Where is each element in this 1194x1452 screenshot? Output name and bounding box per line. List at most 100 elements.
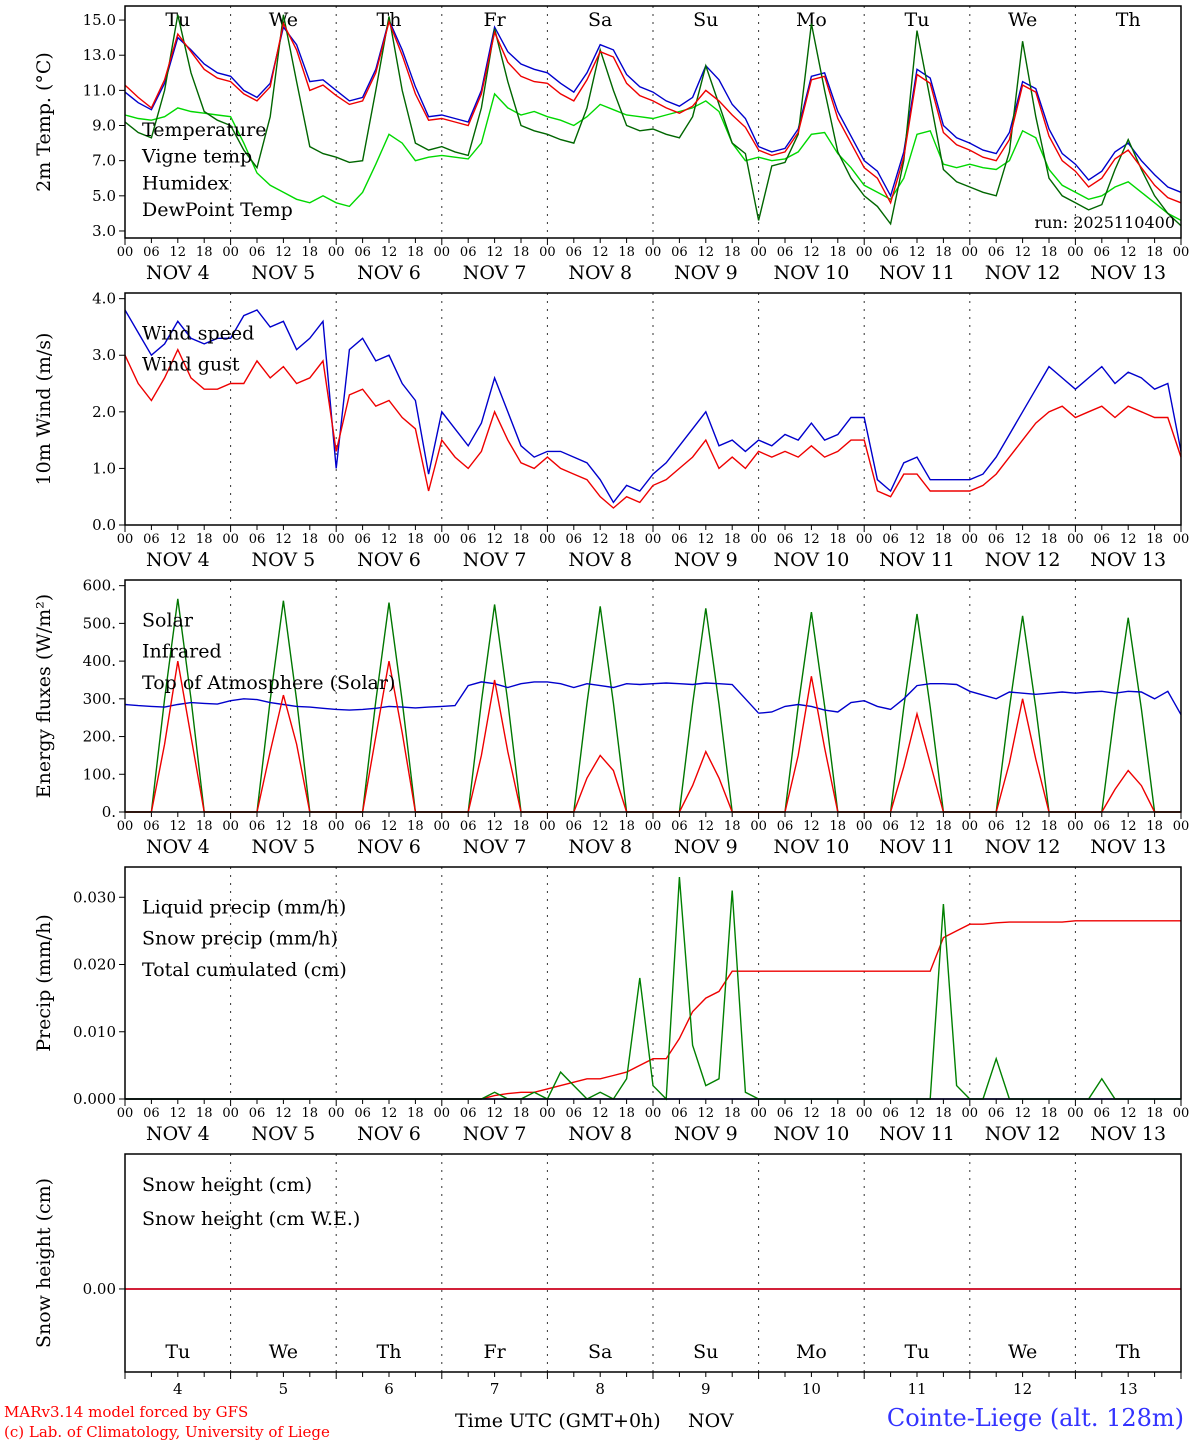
precip-panel-chart: 00 06 12 18 00 06 12 18 00 06 12 18 00 06 12 18 00 06 12 18…: [33, 866, 1190, 1145]
svg-text:18: 18: [830, 1106, 847, 1121]
svg-text:06: 06: [988, 245, 1005, 260]
svg-text:06: 06: [566, 245, 583, 260]
svg-text:12: 12: [170, 819, 187, 834]
svg-text:00: 00: [750, 532, 767, 547]
svg-text:Tu: Tu: [165, 9, 190, 31]
svg-text:NOV 13: NOV 13: [1090, 262, 1166, 284]
svg-text:12: 12: [275, 532, 292, 547]
svg-text:12: 12: [592, 1106, 609, 1121]
svg-text:06: 06: [249, 819, 266, 834]
svg-text:18: 18: [1146, 532, 1163, 547]
svg-text:18: 18: [407, 245, 424, 260]
svg-text:2.0: 2.0: [92, 403, 116, 421]
svg-text:Mo: Mo: [796, 9, 827, 31]
svg-text:Snow height (cm): Snow height (cm): [142, 1174, 312, 1196]
svg-text:NOV 7: NOV 7: [463, 549, 527, 571]
svg-text:00: 00: [1067, 819, 1084, 834]
svg-text:06: 06: [566, 1106, 583, 1121]
svg-text:06: 06: [354, 819, 371, 834]
svg-text:0.020: 0.020: [73, 956, 116, 974]
svg-text:18: 18: [1041, 819, 1058, 834]
svg-text:12: 12: [698, 1106, 715, 1121]
svg-text:18: 18: [1146, 1106, 1163, 1121]
svg-text:12: 12: [381, 245, 398, 260]
svg-text:7.0: 7.0: [92, 152, 116, 170]
svg-text:06: 06: [143, 245, 160, 260]
svg-text:00: 00: [962, 1106, 979, 1121]
svg-text:18: 18: [724, 819, 741, 834]
svg-text:06: 06: [1094, 245, 1111, 260]
svg-text:00: 00: [750, 245, 767, 260]
svg-text:06: 06: [988, 1106, 1005, 1121]
svg-text:00: 00: [222, 245, 239, 260]
svg-text:18: 18: [407, 819, 424, 834]
svg-text:00: 00: [856, 1106, 873, 1121]
svg-text:00: 00: [434, 1106, 451, 1121]
svg-text:10m Wind (m/s): 10m Wind (m/s): [33, 333, 55, 486]
svg-text:00: 00: [962, 245, 979, 260]
svg-text:00: 00: [645, 819, 662, 834]
svg-text:06: 06: [882, 245, 899, 260]
svg-text:00: 00: [328, 819, 345, 834]
svg-text:Top of Atmosphere (Solar): Top of Atmosphere (Solar): [142, 672, 395, 694]
svg-text:18: 18: [935, 245, 952, 260]
svg-text:Th: Th: [1116, 9, 1141, 31]
svg-text:00: 00: [645, 245, 662, 260]
svg-text:4.0: 4.0: [92, 290, 116, 308]
svg-text:12: 12: [170, 532, 187, 547]
svg-text:18: 18: [1041, 1106, 1058, 1121]
svg-text:12: 12: [1014, 1106, 1031, 1121]
svg-text:NOV 4: NOV 4: [146, 549, 210, 571]
svg-text:NOV 13: NOV 13: [1090, 549, 1166, 571]
svg-text:NOV 5: NOV 5: [252, 1123, 316, 1145]
svg-text:18: 18: [196, 245, 213, 260]
svg-text:NOV 7: NOV 7: [463, 1123, 527, 1145]
svg-text:NOV 4: NOV 4: [146, 836, 210, 858]
svg-text:100.: 100.: [83, 765, 116, 783]
svg-text:00: 00: [117, 245, 134, 260]
svg-text:13: 13: [1119, 1380, 1138, 1398]
svg-text:NOV 5: NOV 5: [252, 836, 316, 858]
svg-text:00: 00: [539, 532, 556, 547]
svg-text:Vigne temp: Vigne temp: [141, 146, 252, 168]
svg-text:Temperature: Temperature: [142, 119, 266, 141]
svg-text:We: We: [1008, 1341, 1037, 1363]
credit-line2: (c) Lab. of Climatology, University of L…: [4, 1423, 330, 1442]
svg-text:00: 00: [856, 245, 873, 260]
svg-text:18: 18: [513, 1106, 530, 1121]
svg-text:NOV 7: NOV 7: [463, 262, 527, 284]
svg-text:NOV 8: NOV 8: [568, 1123, 632, 1145]
svg-text:06: 06: [777, 819, 794, 834]
svg-text:18: 18: [302, 1106, 319, 1121]
svg-text:0.000: 0.000: [73, 1090, 116, 1108]
svg-text:12: 12: [1120, 532, 1137, 547]
svg-text:Solar: Solar: [142, 609, 194, 631]
svg-text:00: 00: [222, 819, 239, 834]
energy-flux-panel-chart: 00 06 12 18 00 06 12 18 00 06 12 18 00 06 12 18 00 06 12 18…: [33, 577, 1190, 858]
svg-text:NOV 8: NOV 8: [568, 262, 632, 284]
svg-text:18: 18: [618, 245, 635, 260]
svg-text:00: 00: [1173, 819, 1190, 834]
svg-text:18: 18: [830, 819, 847, 834]
svg-text:00: 00: [1173, 1106, 1190, 1121]
svg-text:Snow height (cm W.E.): Snow height (cm W.E.): [142, 1208, 360, 1230]
svg-text:NOV 13: NOV 13: [1090, 836, 1166, 858]
svg-text:NOV 10: NOV 10: [773, 1123, 849, 1145]
svg-text:Mo: Mo: [796, 1341, 827, 1363]
svg-text:We: We: [269, 1341, 298, 1363]
svg-text:06: 06: [671, 819, 688, 834]
svg-text:NOV 11: NOV 11: [879, 262, 955, 284]
svg-text:00: 00: [750, 1106, 767, 1121]
svg-text:5: 5: [279, 1380, 289, 1398]
svg-text:12: 12: [1014, 245, 1031, 260]
svg-text:06: 06: [882, 532, 899, 547]
svg-text:Snow precip (mm/h): Snow precip (mm/h): [142, 928, 338, 950]
svg-text:00: 00: [539, 1106, 556, 1121]
svg-text:NOV 11: NOV 11: [879, 836, 955, 858]
svg-text:2m Temp. (°C): 2m Temp. (°C): [33, 52, 55, 192]
svg-text:NOV 10: NOV 10: [773, 549, 849, 571]
svg-text:06: 06: [1094, 1106, 1111, 1121]
svg-text:00: 00: [962, 532, 979, 547]
svg-text:Tu: Tu: [905, 1341, 930, 1363]
svg-text:06: 06: [777, 245, 794, 260]
